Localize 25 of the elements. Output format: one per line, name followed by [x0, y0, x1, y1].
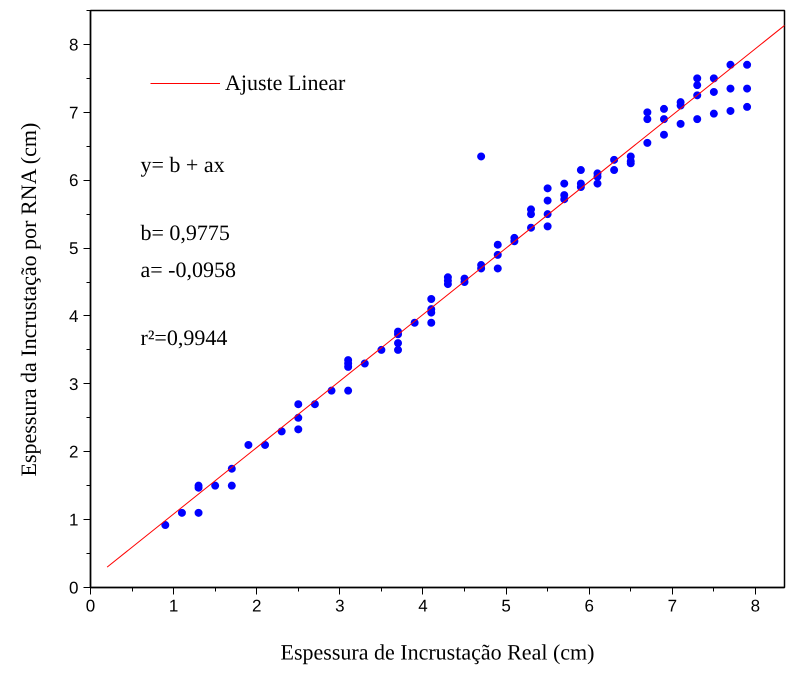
x-tick-label: 0 — [86, 596, 96, 616]
y-tick-label: 0 — [69, 578, 79, 598]
x-tick-label: 7 — [668, 596, 678, 616]
y-tick-label: 1 — [69, 510, 79, 530]
annotation: r²=0,9944 — [140, 325, 228, 350]
y-tick-label: 3 — [69, 374, 79, 394]
x-tick-label: 4 — [418, 596, 428, 616]
y-tick-label: 8 — [69, 35, 79, 54]
x-tick-label: 3 — [335, 596, 345, 616]
y-tick-label: 4 — [69, 306, 79, 326]
annotation: b= 0,9775 — [140, 220, 230, 245]
y-tick-label: 5 — [69, 239, 79, 258]
x-axis-title: Espessura de Incrustação Real (cm) — [280, 640, 594, 664]
x-tick-label: 6 — [584, 596, 594, 616]
annotation: a= -0,0958 — [140, 257, 236, 282]
y-axis-title: Espessura da Incrustação por RNA (cm) — [16, 122, 42, 476]
x-tick-label: 8 — [750, 596, 760, 616]
annotation: y= b + ax — [140, 152, 225, 177]
x-tick-label: 2 — [252, 596, 262, 616]
y-tick-label: 6 — [69, 171, 79, 190]
x-tick-label: 5 — [501, 596, 511, 616]
y-tick-label: 7 — [69, 103, 79, 122]
x-tick-label: 1 — [168, 596, 178, 616]
y-tick-label: 2 — [69, 442, 79, 462]
legend-label: Ajuste Linear — [225, 70, 346, 96]
